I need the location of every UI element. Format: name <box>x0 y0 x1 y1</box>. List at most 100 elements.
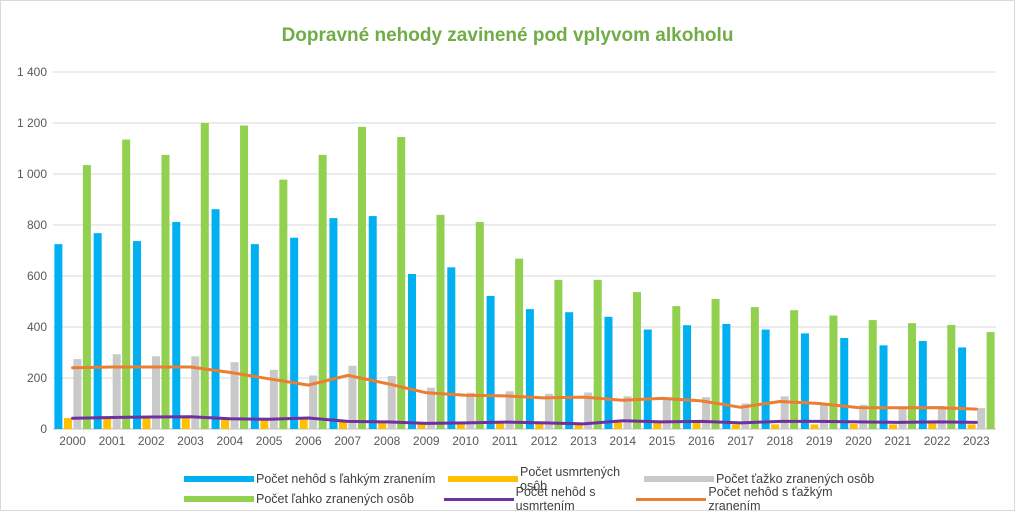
bar-3 <box>859 404 868 429</box>
bar-1 <box>368 216 377 429</box>
bar-4 <box>750 307 759 429</box>
bar-3 <box>191 356 200 429</box>
bar-2 <box>731 424 740 429</box>
legend-item: Počet usmrtených osôb <box>448 465 644 493</box>
bar-3 <box>387 375 396 429</box>
bar-2 <box>221 418 230 429</box>
bar-1 <box>290 237 299 429</box>
legend-item: Počet nehôd s ťažkým zranením <box>636 485 884 513</box>
bar-4 <box>397 137 406 429</box>
legend-swatch <box>443 497 514 501</box>
bar-2 <box>181 416 190 429</box>
legend-label: Počet nehôd s usmrtením <box>515 485 596 513</box>
bar-4 <box>986 332 995 429</box>
bar-2 <box>849 423 858 429</box>
x-tick-label: 2007 <box>334 434 361 448</box>
bar-2 <box>889 424 898 429</box>
bar-4 <box>515 258 524 429</box>
bar-4 <box>908 323 917 429</box>
bar-1 <box>54 244 63 429</box>
bar-4 <box>279 179 288 429</box>
bar-3 <box>309 375 318 429</box>
bar-3 <box>898 407 907 429</box>
bar-1 <box>408 273 417 429</box>
bar-4 <box>672 306 681 429</box>
bar-4 <box>554 279 563 429</box>
x-tick-label: 2023 <box>963 434 990 448</box>
bar-3 <box>937 406 946 429</box>
bar-4 <box>200 123 209 429</box>
x-tick-label: 2015 <box>649 434 676 448</box>
bar-2 <box>967 424 976 429</box>
y-tick-label: 0 <box>40 422 47 436</box>
legend-item: Počet ťažko zranených osôb <box>644 472 874 486</box>
bar-1 <box>132 241 141 429</box>
x-tick-label: 2006 <box>295 434 322 448</box>
y-tick-label: 200 <box>27 371 47 385</box>
bar-4 <box>790 310 799 429</box>
x-tick-label: 2021 <box>884 434 911 448</box>
legend-swatch <box>184 476 254 482</box>
bar-4 <box>436 214 445 429</box>
series-line-2 <box>71 365 978 411</box>
bar-2 <box>535 423 544 429</box>
x-tick-label: 2005 <box>256 434 283 448</box>
bar-4 <box>475 221 484 429</box>
bar-2 <box>928 423 937 429</box>
legend-item: Počet ľahko zranených osôb <box>184 492 444 506</box>
y-tick-label: 1 400 <box>17 65 47 79</box>
bar-3 <box>623 396 632 429</box>
bar-4 <box>829 315 838 429</box>
x-tick-label: 2001 <box>99 434 126 448</box>
x-tick-label: 2003 <box>177 434 204 448</box>
x-tick-label: 2004 <box>216 434 243 448</box>
bar-2 <box>63 418 72 429</box>
bar-1 <box>643 329 652 429</box>
chart-legend: Počet nehôd s ľahkým zranením Počet usmr… <box>184 465 884 513</box>
y-tick-label: 600 <box>27 269 47 283</box>
bar-4 <box>122 139 131 429</box>
bar-1 <box>565 312 574 429</box>
bar-1 <box>879 345 888 429</box>
bar-4 <box>161 154 170 429</box>
x-tick-label: 2002 <box>138 434 165 448</box>
x-tick-label: 2018 <box>767 434 794 448</box>
bar-4 <box>318 154 327 429</box>
y-tick-label: 800 <box>27 218 47 232</box>
bar-1 <box>447 267 456 429</box>
legend-label: Počet nehôd s ťažkým zranením <box>708 485 833 513</box>
legend-row: Počet ľahko zranených osôb Počet nehôd s… <box>184 485 884 513</box>
bar-3 <box>466 392 475 429</box>
x-tick-label: 2019 <box>806 434 833 448</box>
bar-2 <box>771 424 780 429</box>
legend-swatch <box>636 497 707 501</box>
x-tick-label: 2010 <box>452 434 479 448</box>
x-tick-label: 2009 <box>413 434 440 448</box>
bar-1 <box>604 316 613 429</box>
bar-1 <box>329 218 338 429</box>
bar-2 <box>338 421 347 429</box>
bar-3 <box>584 392 593 429</box>
legend-label: Počet ťažko zranených osôb <box>716 472 875 486</box>
bar-3 <box>269 369 278 429</box>
bar-2 <box>417 423 426 429</box>
x-tick-label: 2016 <box>688 434 715 448</box>
bar-4 <box>240 125 249 430</box>
bar-2 <box>456 423 465 429</box>
bar-1 <box>486 295 495 429</box>
x-tick-label: 2008 <box>374 434 401 448</box>
legend-label: Počet nehôd s ľahkým zranením <box>256 472 436 486</box>
bar-2 <box>574 424 583 429</box>
bar-2 <box>378 421 387 429</box>
bar-1 <box>93 233 102 429</box>
x-tick-label: 2011 <box>492 434 518 448</box>
bar-4 <box>868 320 877 429</box>
bar-2 <box>299 417 308 429</box>
x-tick-label: 2017 <box>727 434 754 448</box>
bar-3 <box>662 397 671 429</box>
legend-item: Počet nehôd s ľahkým zranením <box>184 472 448 486</box>
bar-1 <box>722 323 731 429</box>
bar-3 <box>544 393 553 429</box>
x-tick-label: 2000 <box>59 434 86 448</box>
